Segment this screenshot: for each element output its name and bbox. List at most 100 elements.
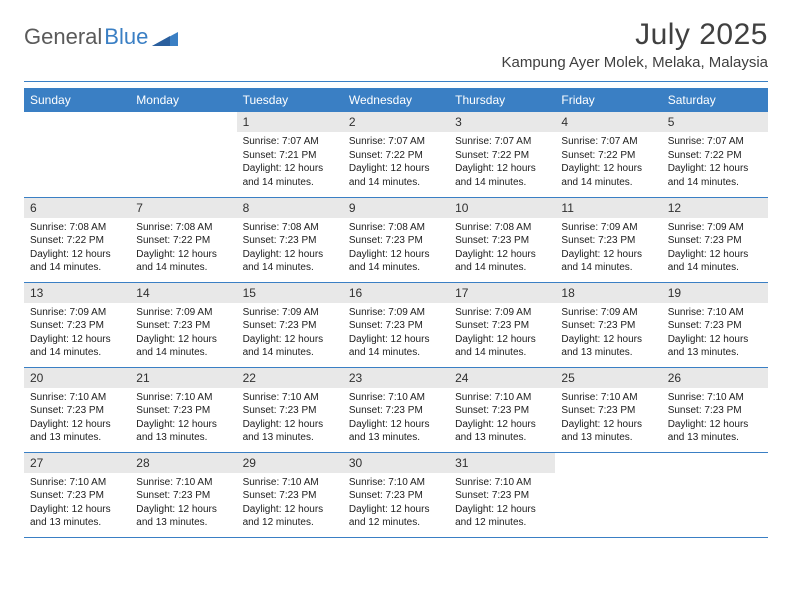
header-rule [24, 81, 768, 82]
day-details: Sunrise: 7:07 AM Sunset: 7:22 PM Dayligh… [555, 132, 661, 193]
calendar-day-cell: 18Sunrise: 7:09 AM Sunset: 7:23 PM Dayli… [555, 282, 661, 367]
day-number: 23 [343, 368, 449, 388]
day-number: 17 [449, 283, 555, 303]
calendar-day-cell [130, 112, 236, 197]
day-number: 14 [130, 283, 236, 303]
day-details: Sunrise: 7:07 AM Sunset: 7:22 PM Dayligh… [343, 132, 449, 193]
brand-logo: GeneralBlue [24, 24, 178, 50]
day-details: Sunrise: 7:10 AM Sunset: 7:23 PM Dayligh… [555, 388, 661, 449]
calendar-table: SundayMondayTuesdayWednesdayThursdayFrid… [24, 88, 768, 538]
header: GeneralBlue July 2025 Kampung Ayer Molek… [24, 18, 768, 71]
calendar-day-cell: 19Sunrise: 7:10 AM Sunset: 7:23 PM Dayli… [662, 282, 768, 367]
calendar-day-cell: 12Sunrise: 7:09 AM Sunset: 7:23 PM Dayli… [662, 197, 768, 282]
calendar-week-row: 20Sunrise: 7:10 AM Sunset: 7:23 PM Dayli… [24, 367, 768, 452]
day-details: Sunrise: 7:09 AM Sunset: 7:23 PM Dayligh… [662, 218, 768, 279]
title-block: July 2025 Kampung Ayer Molek, Melaka, Ma… [501, 18, 768, 71]
day-number: 30 [343, 453, 449, 473]
day-details: Sunrise: 7:08 AM Sunset: 7:23 PM Dayligh… [449, 218, 555, 279]
day-number: 4 [555, 112, 661, 132]
calendar-day-cell: 5Sunrise: 7:07 AM Sunset: 7:22 PM Daylig… [662, 112, 768, 197]
day-number: 25 [555, 368, 661, 388]
calendar-day-cell: 24Sunrise: 7:10 AM Sunset: 7:23 PM Dayli… [449, 367, 555, 452]
calendar-day-cell: 7Sunrise: 7:08 AM Sunset: 7:22 PM Daylig… [130, 197, 236, 282]
day-details: Sunrise: 7:08 AM Sunset: 7:22 PM Dayligh… [24, 218, 130, 279]
calendar-day-cell: 21Sunrise: 7:10 AM Sunset: 7:23 PM Dayli… [130, 367, 236, 452]
day-details: Sunrise: 7:10 AM Sunset: 7:23 PM Dayligh… [130, 388, 236, 449]
day-number: 8 [237, 198, 343, 218]
calendar-day-cell: 17Sunrise: 7:09 AM Sunset: 7:23 PM Dayli… [449, 282, 555, 367]
day-number: 26 [662, 368, 768, 388]
calendar-week-row: 27Sunrise: 7:10 AM Sunset: 7:23 PM Dayli… [24, 452, 768, 537]
calendar-day-cell: 15Sunrise: 7:09 AM Sunset: 7:23 PM Dayli… [237, 282, 343, 367]
brand-part1: General [24, 24, 102, 50]
calendar-day-cell: 28Sunrise: 7:10 AM Sunset: 7:23 PM Dayli… [130, 452, 236, 537]
calendar-week-row: 1Sunrise: 7:07 AM Sunset: 7:21 PM Daylig… [24, 112, 768, 197]
day-number: 28 [130, 453, 236, 473]
calendar-day-cell: 9Sunrise: 7:08 AM Sunset: 7:23 PM Daylig… [343, 197, 449, 282]
day-details: Sunrise: 7:10 AM Sunset: 7:23 PM Dayligh… [449, 473, 555, 534]
weekday-header: Sunday [24, 88, 130, 112]
day-details: Sunrise: 7:10 AM Sunset: 7:23 PM Dayligh… [449, 388, 555, 449]
calendar-day-cell: 27Sunrise: 7:10 AM Sunset: 7:23 PM Dayli… [24, 452, 130, 537]
calendar-day-cell: 13Sunrise: 7:09 AM Sunset: 7:23 PM Dayli… [24, 282, 130, 367]
day-details: Sunrise: 7:09 AM Sunset: 7:23 PM Dayligh… [130, 303, 236, 364]
day-number: 2 [343, 112, 449, 132]
day-details: Sunrise: 7:07 AM Sunset: 7:22 PM Dayligh… [662, 132, 768, 193]
day-details: Sunrise: 7:09 AM Sunset: 7:23 PM Dayligh… [343, 303, 449, 364]
day-details: Sunrise: 7:10 AM Sunset: 7:23 PM Dayligh… [130, 473, 236, 534]
calendar-week-row: 13Sunrise: 7:09 AM Sunset: 7:23 PM Dayli… [24, 282, 768, 367]
weekday-header: Monday [130, 88, 236, 112]
day-number: 27 [24, 453, 130, 473]
calendar-day-cell: 23Sunrise: 7:10 AM Sunset: 7:23 PM Dayli… [343, 367, 449, 452]
calendar-day-cell: 11Sunrise: 7:09 AM Sunset: 7:23 PM Dayli… [555, 197, 661, 282]
location-text: Kampung Ayer Molek, Melaka, Malaysia [501, 54, 768, 71]
day-number: 10 [449, 198, 555, 218]
day-details: Sunrise: 7:08 AM Sunset: 7:22 PM Dayligh… [130, 218, 236, 279]
day-number: 20 [24, 368, 130, 388]
day-details: Sunrise: 7:10 AM Sunset: 7:23 PM Dayligh… [24, 473, 130, 534]
day-number: 1 [237, 112, 343, 132]
calendar-day-cell: 8Sunrise: 7:08 AM Sunset: 7:23 PM Daylig… [237, 197, 343, 282]
calendar-week-row: 6Sunrise: 7:08 AM Sunset: 7:22 PM Daylig… [24, 197, 768, 282]
day-details: Sunrise: 7:09 AM Sunset: 7:23 PM Dayligh… [555, 218, 661, 279]
day-number: 31 [449, 453, 555, 473]
day-details: Sunrise: 7:10 AM Sunset: 7:23 PM Dayligh… [343, 473, 449, 534]
day-details: Sunrise: 7:07 AM Sunset: 7:22 PM Dayligh… [449, 132, 555, 193]
day-number: 9 [343, 198, 449, 218]
day-details: Sunrise: 7:07 AM Sunset: 7:21 PM Dayligh… [237, 132, 343, 193]
day-details: Sunrise: 7:09 AM Sunset: 7:23 PM Dayligh… [237, 303, 343, 364]
calendar-day-cell: 29Sunrise: 7:10 AM Sunset: 7:23 PM Dayli… [237, 452, 343, 537]
calendar-day-cell: 6Sunrise: 7:08 AM Sunset: 7:22 PM Daylig… [24, 197, 130, 282]
calendar-day-cell: 2Sunrise: 7:07 AM Sunset: 7:22 PM Daylig… [343, 112, 449, 197]
calendar-day-cell: 4Sunrise: 7:07 AM Sunset: 7:22 PM Daylig… [555, 112, 661, 197]
month-title: July 2025 [501, 18, 768, 52]
day-details: Sunrise: 7:09 AM Sunset: 7:23 PM Dayligh… [555, 303, 661, 364]
weekday-header: Friday [555, 88, 661, 112]
calendar-day-cell: 22Sunrise: 7:10 AM Sunset: 7:23 PM Dayli… [237, 367, 343, 452]
day-details: Sunrise: 7:10 AM Sunset: 7:23 PM Dayligh… [237, 388, 343, 449]
calendar-day-cell: 31Sunrise: 7:10 AM Sunset: 7:23 PM Dayli… [449, 452, 555, 537]
day-number: 21 [130, 368, 236, 388]
day-details: Sunrise: 7:10 AM Sunset: 7:23 PM Dayligh… [662, 303, 768, 364]
day-number: 7 [130, 198, 236, 218]
calendar-day-cell [555, 452, 661, 537]
day-number: 3 [449, 112, 555, 132]
brand-part2: Blue [104, 24, 148, 50]
day-number: 22 [237, 368, 343, 388]
calendar-day-cell: 16Sunrise: 7:09 AM Sunset: 7:23 PM Dayli… [343, 282, 449, 367]
calendar-day-cell: 14Sunrise: 7:09 AM Sunset: 7:23 PM Dayli… [130, 282, 236, 367]
day-number: 15 [237, 283, 343, 303]
day-number: 16 [343, 283, 449, 303]
calendar-day-cell: 3Sunrise: 7:07 AM Sunset: 7:22 PM Daylig… [449, 112, 555, 197]
day-details: Sunrise: 7:08 AM Sunset: 7:23 PM Dayligh… [343, 218, 449, 279]
calendar-day-cell [24, 112, 130, 197]
day-number: 13 [24, 283, 130, 303]
day-number: 18 [555, 283, 661, 303]
calendar-day-cell: 10Sunrise: 7:08 AM Sunset: 7:23 PM Dayli… [449, 197, 555, 282]
day-number: 12 [662, 198, 768, 218]
calendar-day-cell [662, 452, 768, 537]
calendar-day-cell: 26Sunrise: 7:10 AM Sunset: 7:23 PM Dayli… [662, 367, 768, 452]
calendar-body: 1Sunrise: 7:07 AM Sunset: 7:21 PM Daylig… [24, 112, 768, 537]
day-details: Sunrise: 7:09 AM Sunset: 7:23 PM Dayligh… [449, 303, 555, 364]
day-number: 19 [662, 283, 768, 303]
